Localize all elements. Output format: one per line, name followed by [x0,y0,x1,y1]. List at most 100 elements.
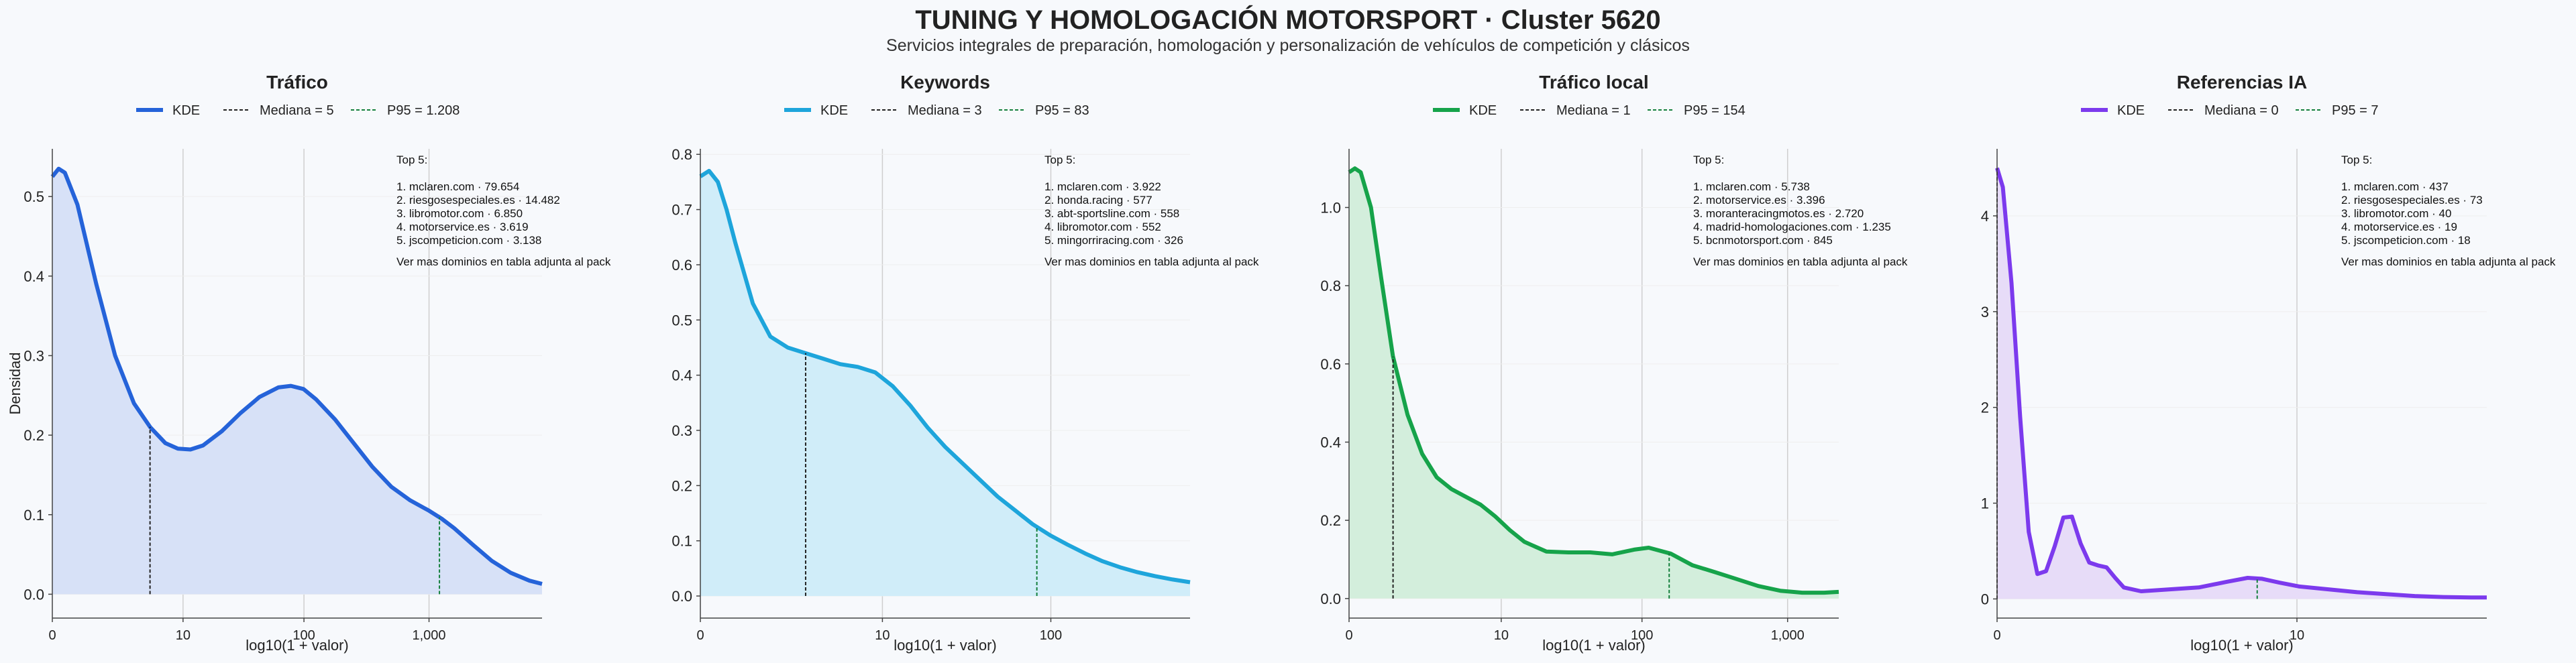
legend-kde-label: KDE [2117,103,2145,118]
x-tick-label: 0 [696,628,704,643]
x-tick-label: 0 [48,628,56,643]
y-tick-label: 1.0 [1320,200,1341,217]
y-tick-label: 0.4 [23,268,44,285]
legend-kde-label: KDE [820,103,848,118]
panel-title: Tráfico local [1539,72,1648,93]
top5-item: 1. mclaren.com · 5.738 [1693,180,1810,193]
legend-median-label: Mediana = 5 [260,103,334,118]
panel-title: Keywords [900,72,990,93]
top5-more-note: Ver mas dominios en tabla adjunta al pac… [1693,255,1908,268]
y-tick-label: 3 [1981,304,1989,320]
legend-kde-label: KDE [172,103,200,118]
top5-heading: Top 5: [396,154,427,166]
panel-title: Referencias IA [2177,72,2308,93]
kde-area [700,170,1190,597]
figure-subtitle: Servicios integrales de preparación, hom… [886,36,1690,55]
y-tick-label: 0.6 [672,257,692,274]
y-tick-label: 0.8 [672,146,692,163]
top5-item: 5. mingorriracing.com · 326 [1044,234,1183,247]
legend: KDE Mediana = 0 P95 = 7 [2081,103,2379,118]
top5-more-note: Ver mas dominios en tabla adjunta al pac… [396,255,611,268]
x-tick-label: 10 [1494,628,1509,643]
top5-item: 3. libromotor.com · 6.850 [396,207,523,220]
top5-item: 5. jscompeticion.com · 18 [2341,234,2471,247]
y-tick-label: 0 [1981,591,1989,607]
legend-median-label: Mediana = 0 [2204,103,2279,118]
x-tick-label: 10 [875,628,890,643]
figure-title: TUNING Y HOMOLOGACIÓN MOTORSPORT · Clust… [915,5,1661,35]
y-tick-label: 0.1 [23,507,44,524]
y-tick-label: 0.5 [23,188,44,205]
top5-item: 1. mclaren.com · 79.654 [396,180,519,193]
y-tick-label: 0.4 [1320,434,1341,451]
y-tick-label: 0.0 [23,586,44,603]
y-tick-label: 0.2 [23,427,44,444]
legend-p95-label: P95 = 7 [2332,103,2379,118]
y-tick-label: 0.8 [1320,278,1341,294]
x-tick-label: 100 [292,628,315,643]
legend-kde-label: KDE [1469,103,1497,118]
top5-heading: Top 5: [1044,154,1075,166]
top5-item: 3. libromotor.com · 40 [2341,207,2451,220]
x-tick-label: 0 [1993,628,2000,643]
chart-panel-1: Tráfico KDE Mediana = 5 P95 = 1.208 0.0 0.1 0.… [23,72,611,654]
top5-item: 2. honda.racing · 577 [1044,194,1152,206]
x-tick-label: 10 [176,628,191,643]
top5-item: 4. libromotor.com · 552 [1044,221,1161,233]
legend-p95-label: P95 = 154 [1684,103,1746,118]
y-tick-label: 1 [1981,495,1989,512]
y-tick-label: 0.4 [672,367,692,384]
y-tick-label: 0.1 [672,533,692,550]
y-tick-label: 0.6 [1320,356,1341,373]
chart-panel-2: Keywords KDE Mediana = 3 P95 = 83 0.0 0.1 0.2 0… [672,72,1259,654]
x-tick-label: 0 [1345,628,1352,643]
x-axis-label: log10(1 + valor) [246,637,348,654]
legend: KDE Mediana = 5 P95 = 1.208 [136,103,460,118]
x-axis-label: log10(1 + valor) [1542,637,1645,654]
top5-more-note: Ver mas dominios en tabla adjunta al pac… [1044,255,1259,268]
legend: KDE Mediana = 3 P95 = 83 [784,103,1089,118]
top5-item: 5. bcnmotorsport.com · 845 [1693,234,1833,247]
y-tick-label: 0.2 [672,477,692,494]
kde-line [1995,167,2487,600]
x-axis-label: log10(1 + valor) [2190,637,2293,654]
y-axis-label: Densidad [7,353,23,415]
y-tick-label: 0.2 [1320,512,1341,529]
kde-line [50,166,543,586]
top5-item: 4. madrid-homologaciones.com · 1.235 [1693,221,1891,233]
chart-panel-4: Referencias IA KDE Mediana = 0 P95 = 7 0 1 2 3 4… [1981,72,2556,654]
y-tick-label: 2 [1981,400,1989,416]
y-tick-label: 4 [1981,208,1989,225]
top5-more-note: Ver mas dominios en tabla adjunta al pac… [2341,255,2556,268]
top5-heading: Top 5: [2341,154,2372,166]
kde-line [699,168,1191,585]
top5-item: 4. motorservice.es · 3.619 [396,221,529,233]
x-axis-label: log10(1 + valor) [894,637,996,654]
top5-item: 2. riesgosespeciales.es · 73 [2341,194,2483,206]
top5-item: 5. jscompeticion.com · 3.138 [396,234,541,247]
y-tick-label: 0.5 [672,312,692,328]
x-tick-label: 100 [1040,628,1062,643]
y-tick-label: 0.3 [672,422,692,439]
y-tick-label: 0.3 [23,347,44,364]
top5-item: 2. riesgosespeciales.es · 14.482 [396,194,560,206]
kde-area [52,168,542,595]
panel-title: Tráfico [266,72,328,93]
y-tick-label: 0.0 [672,588,692,605]
top5-item: 3. abt-sportsline.com · 558 [1044,207,1179,220]
top5-item: 4. motorservice.es · 19 [2341,221,2457,233]
x-tick-label: 100 [1631,628,1653,643]
y-tick-label: 0.7 [672,202,692,219]
x-tick-label: 1,000 [1771,628,1805,643]
y-tick-label: 0.0 [1320,591,1341,607]
kde-area [1349,168,1839,599]
legend: KDE Mediana = 1 P95 = 154 [1433,103,1746,118]
kde-line [1348,166,1839,595]
top5-item: 1. mclaren.com · 3.922 [1044,180,1161,193]
x-tick-label: 1,000 [413,628,446,643]
